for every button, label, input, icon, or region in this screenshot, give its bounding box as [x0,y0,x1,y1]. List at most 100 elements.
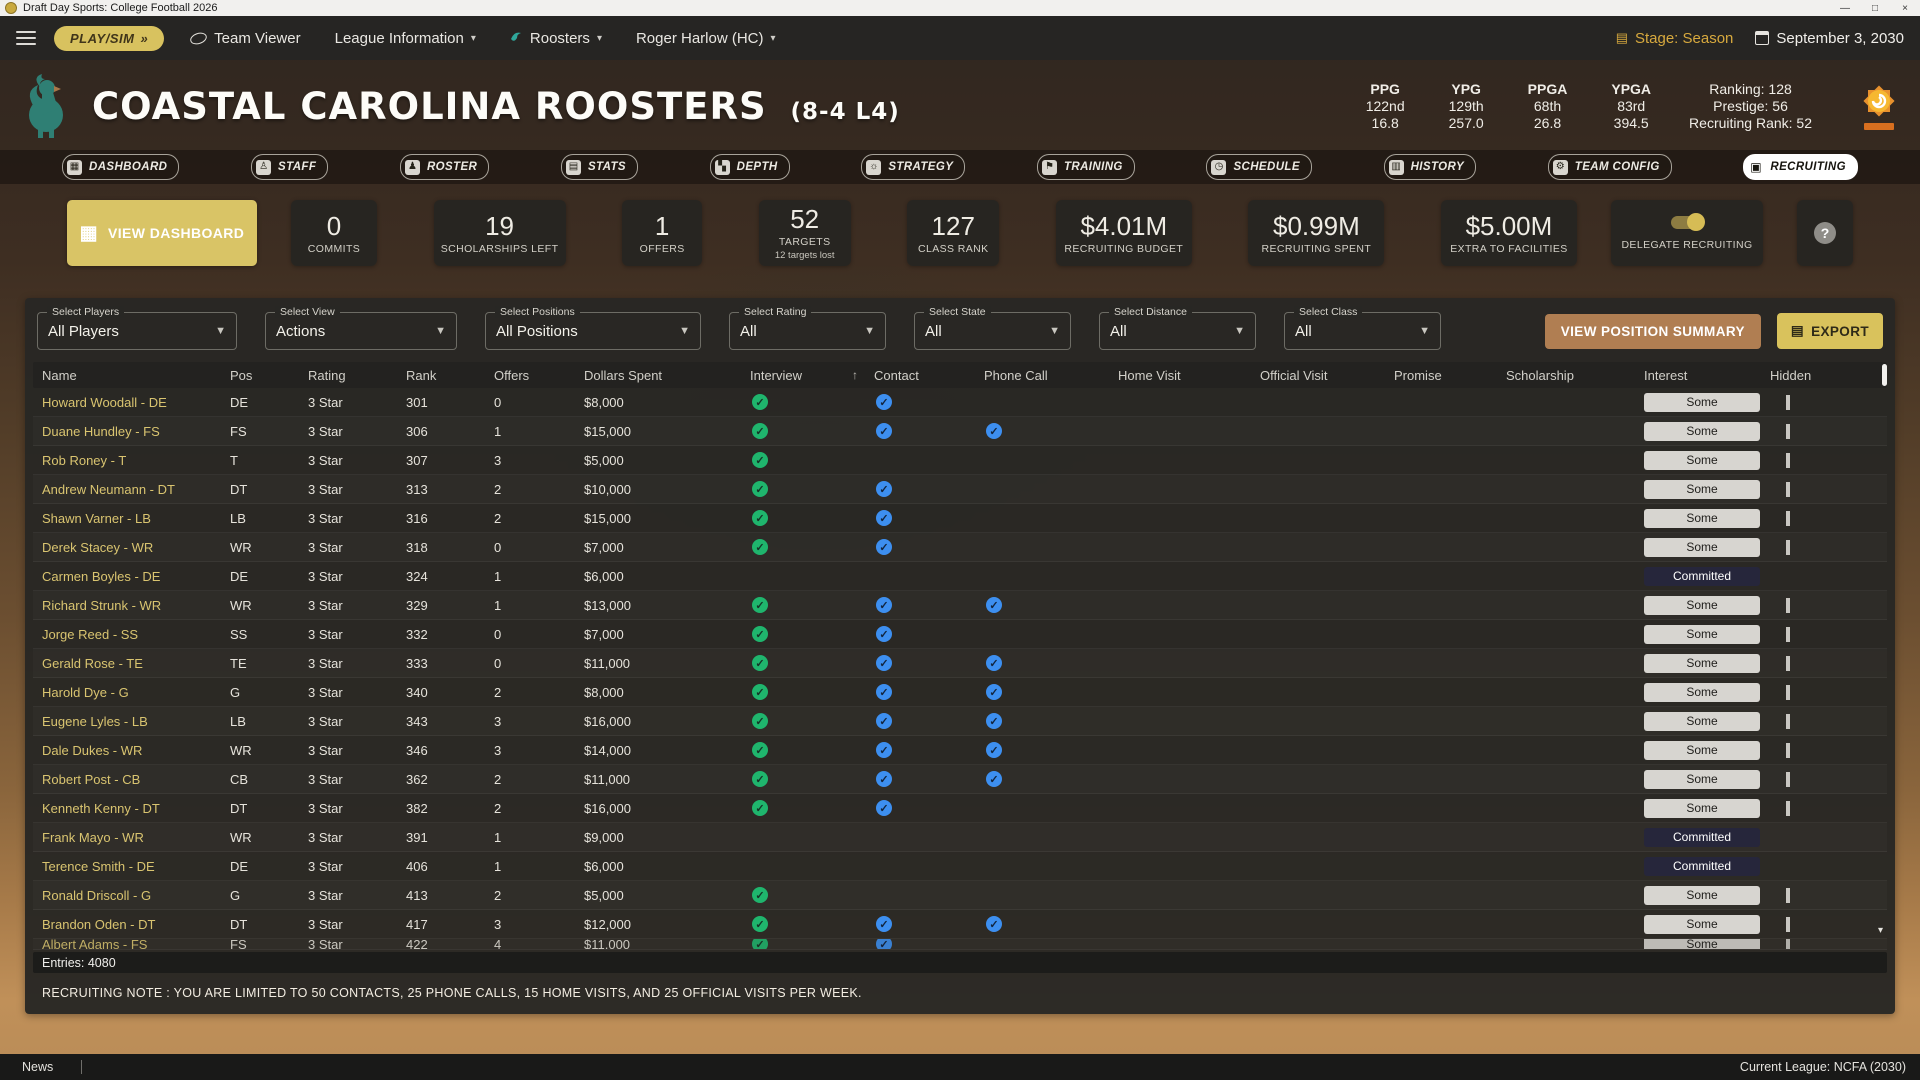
tab-roster[interactable]: ♟ ROSTER [399,154,490,180]
close-button[interactable]: × [1902,2,1908,14]
tab-staff[interactable]: ♙ STAFF [251,154,329,180]
hidden-checkbox[interactable] [1786,626,1790,642]
tab-training[interactable]: ⚑ TRAINING [1036,154,1135,180]
tab-history[interactable]: ▥ HISTORY [1383,154,1477,180]
interest-badge[interactable]: Some [1644,798,1760,818]
interest-badge[interactable]: Some [1644,682,1760,702]
table-row[interactable]: Andrew Neumann - DT DT 3 Star 313 2 $10,000 ✓ ✓… [33,475,1887,504]
recruit-name-link[interactable]: Jorge Reed - SS [42,626,139,642]
hidden-checkbox[interactable] [1786,539,1790,555]
recruit-name-link[interactable]: Duane Hundley - FS [42,423,160,439]
hidden-checkbox[interactable] [1786,939,1790,949]
tab-strategy[interactable]: ☼ STRATEGY [861,154,966,180]
table-row[interactable]: Brandon Oden - DT DT 3 Star 417 3 $12,000 ✓ ✓ ✓ S… [33,910,1887,939]
column-header-scholarship[interactable]: Scholarship [1503,368,1641,383]
interest-badge[interactable]: Some [1644,421,1760,441]
column-header-pos[interactable]: Pos [227,368,305,383]
recruit-name-link[interactable]: Brandon Oden - DT [42,916,156,932]
recruit-name-link[interactable]: Richard Strunk - WR [42,597,162,613]
interest-badge[interactable]: Some [1644,653,1760,673]
column-header-interest[interactable]: Interest [1641,368,1767,383]
menu-item-team-viewer[interactable]: Team Viewer [188,30,301,47]
table-row[interactable]: Robert Post - CB CB 3 Star 362 2 $11,000 ✓ ✓ ✓ So… [33,765,1887,794]
menu-item-league-information[interactable]: League Information ▾ [335,30,476,47]
export-button[interactable]: ▤ EXPORT [1776,313,1883,349]
maximize-button[interactable]: □ [1871,2,1879,14]
recruit-name-link[interactable]: Eugene Lyles - LB [42,713,148,729]
table-row[interactable]: Duane Hundley - FS FS 3 Star 306 1 $15,000 ✓ ✓ ✓… [33,417,1887,446]
filter-select-players[interactable]: Select Players All Players ▼ [37,306,237,350]
recruit-name-link[interactable]: Carmen Boyles - DE [42,568,161,584]
column-header-hidden[interactable]: Hidden [1767,368,1887,383]
table-row[interactable]: Harold Dye - G G 3 Star 340 2 $8,000 ✓ ✓ ✓ Some [33,678,1887,707]
tab-schedule[interactable]: ◷ SCHEDULE [1206,154,1312,180]
column-header-home[interactable]: Home Visit [1115,368,1257,383]
interest-badge[interactable]: Committed [1644,856,1760,876]
filter-select-positions[interactable]: Select Positions All Positions ▼ [485,306,701,350]
column-header-official[interactable]: Official Visit [1257,368,1391,383]
column-header-rating[interactable]: Rating [305,368,403,383]
recruit-name-link[interactable]: Shawn Varner - LB [42,510,151,526]
filter-select-rating[interactable]: Select Rating All ▼ [729,306,886,350]
hidden-checkbox[interactable] [1786,510,1790,526]
recruit-name-link[interactable]: Derek Stacey - WR [42,539,154,555]
tab-depth[interactable]: ▚ DEPTH [709,154,790,180]
play-sim-button[interactable]: PLAY/SIM » [54,25,165,51]
interest-badge[interactable]: Some [1644,392,1760,412]
view-dashboard-button[interactable]: ▦ VIEW DASHBOARD [67,200,257,266]
scroll-down-icon[interactable]: ▾ [1878,925,1884,936]
table-row[interactable]: Kenneth Kenny - DT DT 3 Star 382 2 $16,000 ✓ ✓ S… [33,794,1887,823]
column-header-dollars[interactable]: Dollars Spent [581,368,747,383]
help-card[interactable]: ? [1797,200,1853,266]
interest-badge[interactable]: Some [1644,479,1760,499]
interest-badge[interactable]: Committed [1644,827,1760,847]
column-header-phone[interactable]: Phone Call [981,368,1115,383]
hidden-checkbox[interactable] [1786,771,1790,787]
table-row[interactable]: Richard Strunk - WR WR 3 Star 329 1 $13,000 ✓ ✓… [33,591,1887,620]
interest-badge[interactable]: Some [1644,537,1760,557]
hidden-checkbox[interactable] [1786,742,1790,758]
recruit-name-link[interactable]: Terence Smith - DE [42,858,155,874]
vertical-scrollbar[interactable]: ▾ [1878,362,1889,950]
hidden-checkbox[interactable] [1786,394,1790,410]
table-row[interactable]: Gerald Rose - TE TE 3 Star 333 0 $11,000 ✓ ✓ ✓ So… [33,649,1887,678]
table-row[interactable]: Frank Mayo - WR WR 3 Star 391 1 $9,000 Committ… [33,823,1887,852]
hidden-checkbox[interactable] [1786,916,1790,932]
hidden-checkbox[interactable] [1786,481,1790,497]
column-header-promise[interactable]: Promise [1391,368,1503,383]
news-link[interactable]: News [22,1060,54,1074]
scrollbar-thumb[interactable] [1882,364,1887,386]
view-position-summary-button[interactable]: VIEW POSITION SUMMARY [1544,313,1761,349]
tab-team-config[interactable]: ⚙ TEAM CONFIG [1547,154,1672,180]
interest-badge[interactable]: Some [1644,711,1760,731]
interest-badge[interactable]: Some [1644,450,1760,470]
hidden-checkbox[interactable] [1786,452,1790,468]
interest-badge[interactable]: Some [1644,769,1760,789]
menu-item-roger-harlow-hc-[interactable]: Roger Harlow (HC) ▾ [636,30,776,47]
help-icon[interactable]: ? [1814,222,1836,244]
tab-recruiting[interactable]: ▣ RECRUITING [1743,154,1858,180]
hidden-checkbox[interactable] [1786,597,1790,613]
hidden-checkbox[interactable] [1786,655,1790,671]
hidden-checkbox[interactable] [1786,423,1790,439]
recruit-name-link[interactable]: Gerald Rose - TE [42,655,143,671]
recruit-name-link[interactable]: Robert Post - CB [42,771,141,787]
table-row[interactable]: Jorge Reed - SS SS 3 Star 332 0 $7,000 ✓ ✓ Some [33,620,1887,649]
recruit-name-link[interactable]: Kenneth Kenny - DT [42,800,160,816]
table-row[interactable]: Shawn Varner - LB LB 3 Star 316 2 $15,000 ✓ ✓ So… [33,504,1887,533]
recruit-name-link[interactable]: Howard Woodall - DE [42,394,167,410]
recruit-name-link[interactable]: Dale Dukes - WR [42,742,143,758]
recruit-name-link[interactable]: Harold Dye - G [42,684,129,700]
interest-badge[interactable]: Some [1644,914,1760,934]
table-row[interactable]: Carmen Boyles - DE DE 3 Star 324 1 $6,000 Comm… [33,562,1887,591]
table-row[interactable]: Eugene Lyles - LB LB 3 Star 343 3 $16,000 ✓ ✓ ✓ S… [33,707,1887,736]
hamburger-menu-icon[interactable] [16,31,36,45]
filter-select-state[interactable]: Select State All ▼ [914,306,1071,350]
menu-item-roosters[interactable]: Roosters ▾ [510,30,602,47]
delegate-recruiting-toggle[interactable] [1671,212,1705,231]
column-header-offers[interactable]: Offers [491,368,581,383]
recruit-name-link[interactable]: Andrew Neumann - DT [42,481,175,497]
hidden-checkbox[interactable] [1786,800,1790,816]
table-row[interactable]: Dale Dukes - WR WR 3 Star 346 3 $14,000 ✓ ✓ ✓ Som… [33,736,1887,765]
recruit-name-link[interactable]: Ronald Driscoll - G [42,887,152,903]
